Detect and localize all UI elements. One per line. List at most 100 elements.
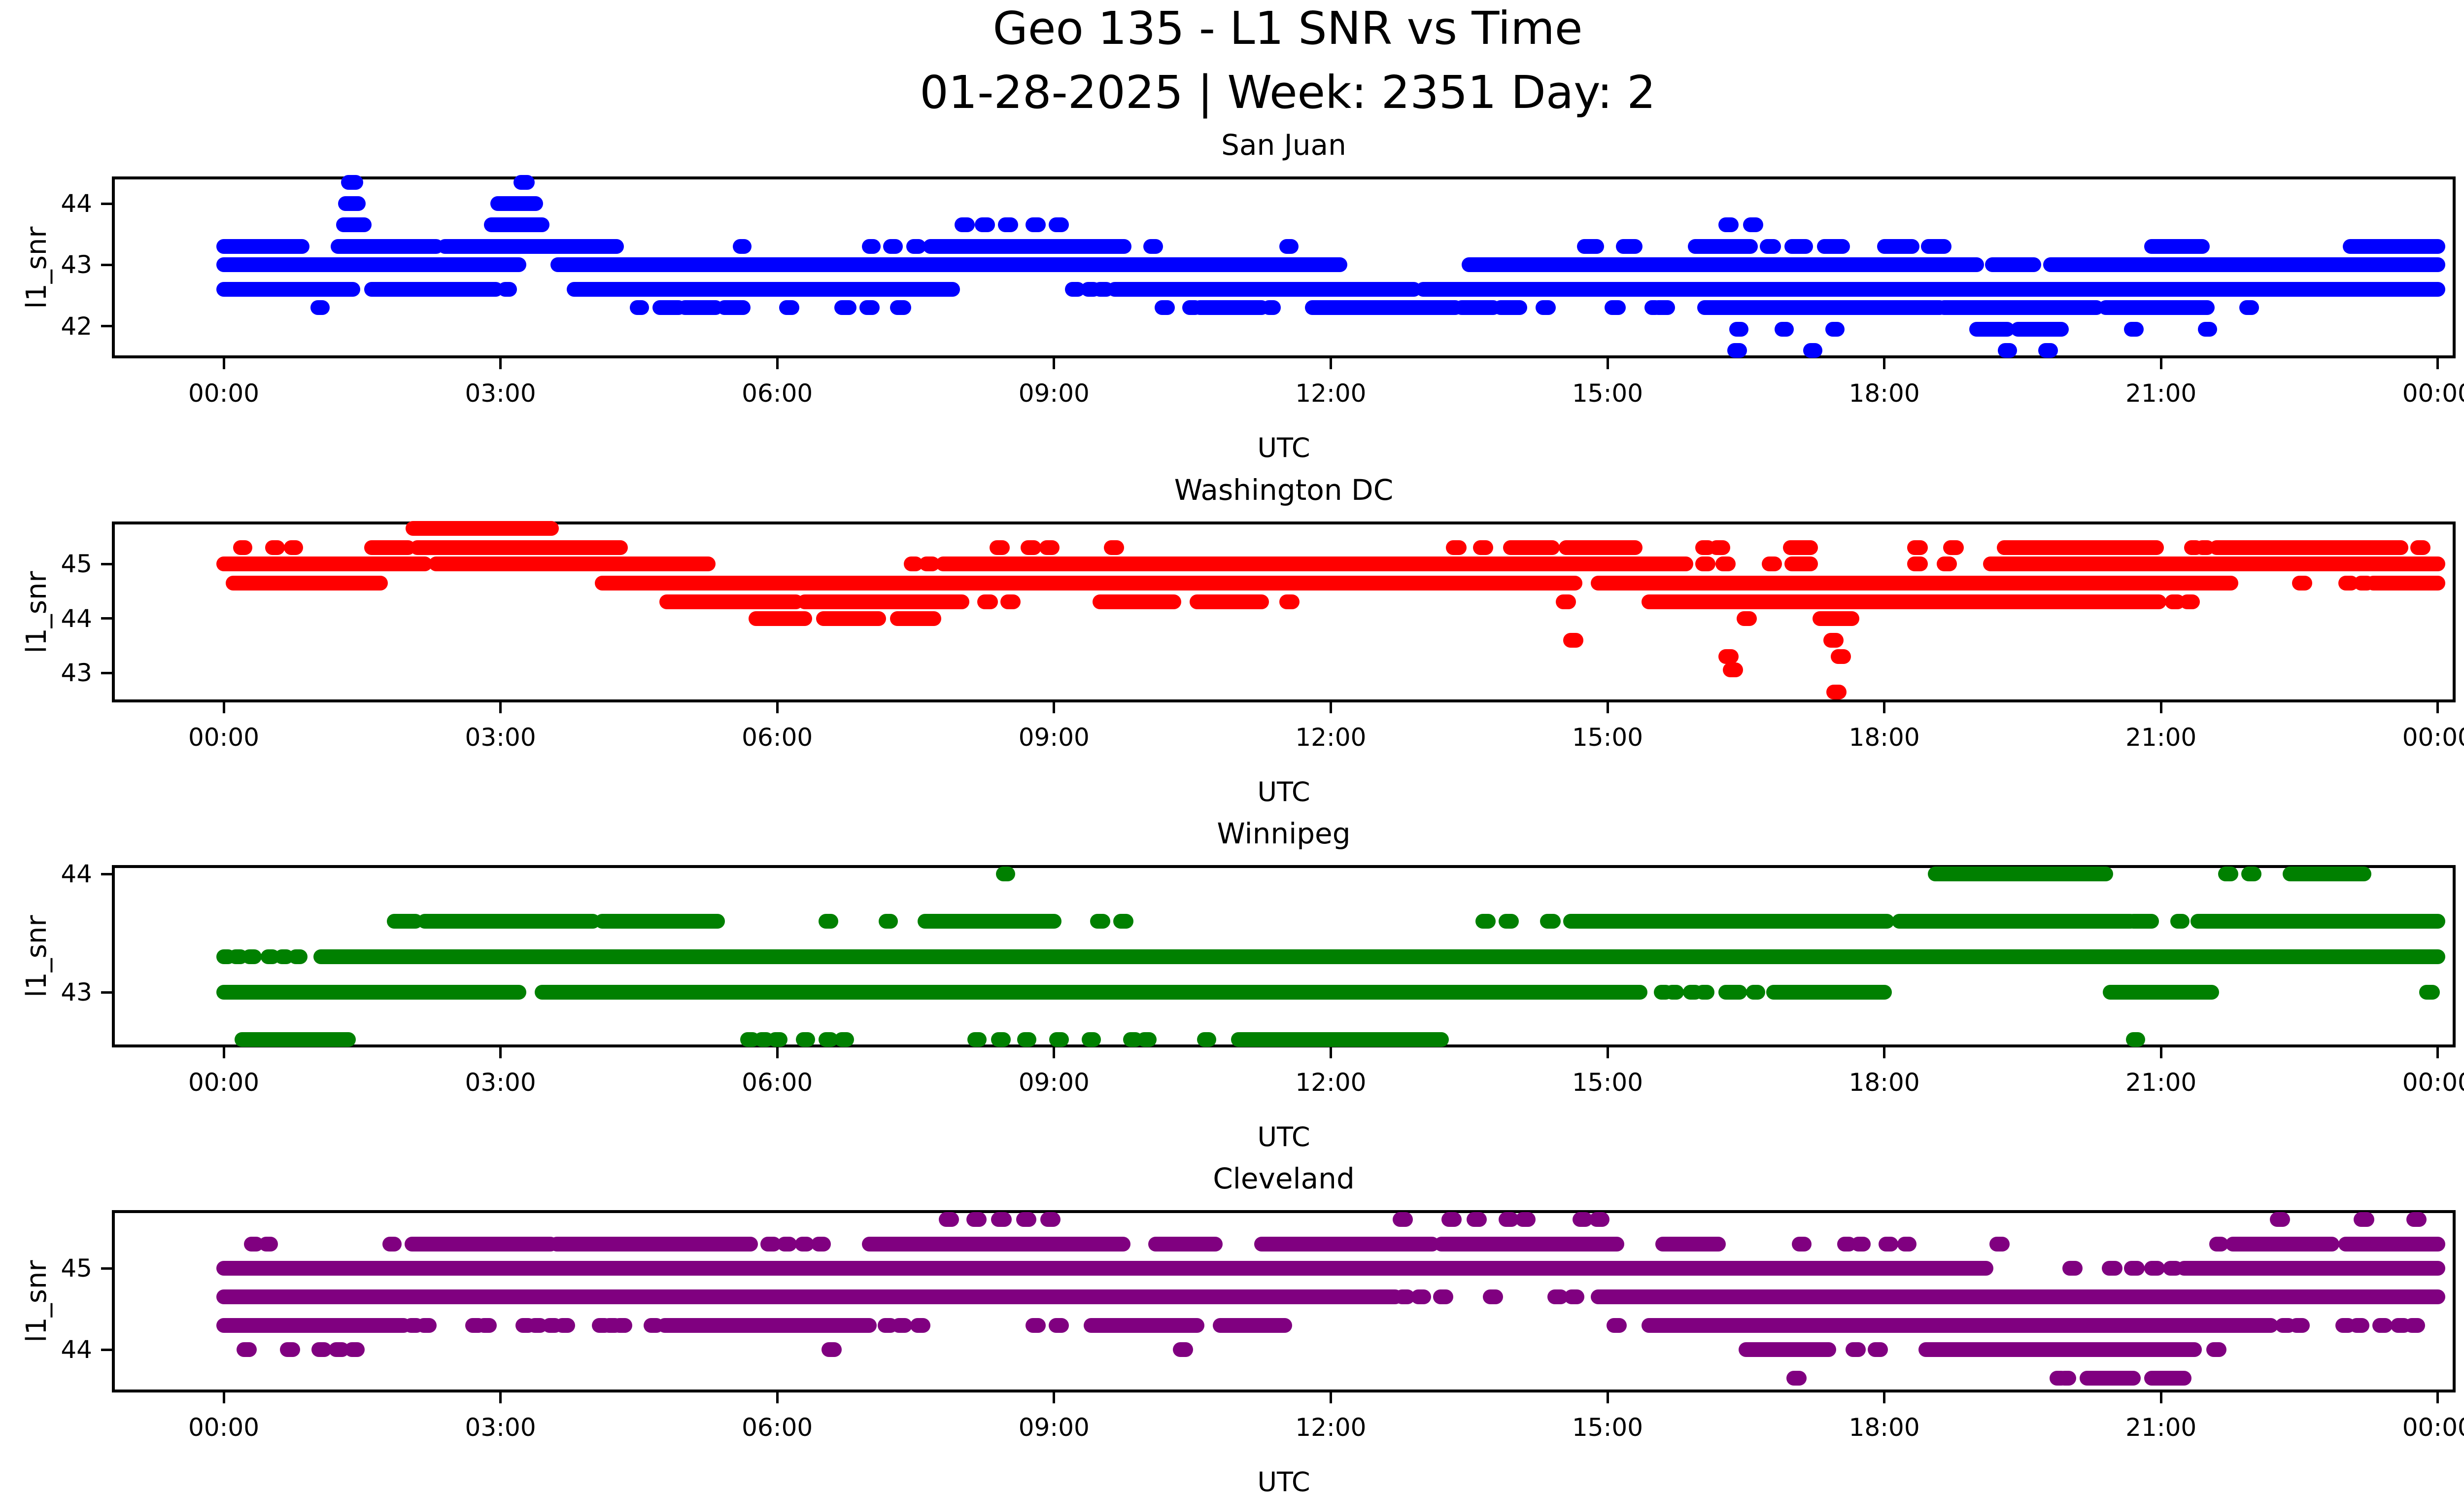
scatter-points-washington-dc [1782,540,1818,555]
x-tick-cleveland [776,1392,779,1403]
y-tick-label-cleveland: 45 [61,1254,92,1283]
scatter-points-san-juan [1743,217,1764,233]
scatter-points-washington-dc [216,556,433,571]
scatter-points-cleveland [1433,1289,1454,1304]
scatter-points-cleveland [2349,1318,2370,1333]
scatter-points-winnipeg [2190,914,2445,929]
scatter-points-cleveland [2080,1370,2141,1386]
scatter-points-cleveland [891,1318,912,1333]
scatter-points-cleveland [344,1342,365,1357]
scatter-points-washington-dc [1722,662,1744,678]
scatter-points-cleveland [1591,1289,2445,1304]
scatter-points-cleveland [1392,1212,1413,1227]
x-tick-label-san-juan: 00:00 [188,379,260,408]
scatter-points-cleveland [2209,1236,2228,1252]
scatter-points-washington-dc [1642,594,2167,610]
scatter-points-winnipeg [534,985,1647,1000]
subplot-title-san-juan: San Juan [1221,128,1346,162]
scatter-points-san-juan [974,217,995,233]
scatter-points-cleveland [280,1342,301,1357]
scatter-points-washington-dc [1737,611,1757,626]
scatter-points-san-juan [216,281,361,297]
x-tick-label-winnipeg: 21:00 [2125,1068,2197,1097]
scatter-points-washington-dc [2209,540,2408,555]
scatter-points-san-juan [1304,300,1463,315]
y-tick-san-juan [101,263,112,266]
scatter-points-cleveland [216,1261,1993,1276]
x-tick-winnipeg [222,1047,225,1058]
scatter-points-winnipeg [242,949,262,964]
x-tick-label-winnipeg: 18:00 [1848,1068,1920,1097]
scatter-points-cleveland [910,1318,930,1333]
x-tick-winnipeg [2436,1047,2439,1058]
scatter-points-washington-dc [1937,556,1957,571]
scatter-points-cleveland [1642,1318,2278,1333]
scatter-points-washington-dc [265,540,285,555]
scatter-points-san-juan [1615,239,1643,254]
scatter-points-san-juan [567,281,960,297]
scatter-points-san-juan [1107,281,1421,297]
scatter-points-washington-dc [1000,594,1021,610]
scatter-points-cleveland [311,1342,332,1357]
scatter-points-winnipeg [313,949,2445,964]
scatter-points-washington-dc [1907,556,1928,571]
scatter-points-san-juan [1997,343,2018,358]
scatter-points-san-juan [779,300,800,315]
scatter-points-cleveland [2206,1342,2227,1357]
scatter-points-washington-dc [1279,594,1300,610]
y-tick-label-san-juan: 42 [61,312,92,341]
scatter-points-washington-dc [1558,540,1643,555]
scatter-points-washington-dc [410,540,628,555]
scatter-points-san-juan [1577,239,1604,254]
scatter-points-san-juan [364,281,504,297]
scatter-points-san-juan [2124,321,2144,337]
scatter-points-winnipeg [235,1032,356,1047]
scatter-points-washington-dc [749,611,813,626]
scatter-points-winnipeg [2241,867,2262,881]
x-tick-san-juan [1053,358,1056,369]
x-tick-washington-dc [499,702,502,713]
scatter-points-winnipeg [1017,1032,1037,1047]
x-axis-label-winnipeg: UTC [1257,1121,1310,1152]
scatter-points-san-juan [2198,321,2218,337]
x-tick-washington-dc [2436,702,2439,713]
scatter-points-washington-dc [1761,556,1782,571]
x-tick-cleveland [1883,1392,1886,1403]
x-tick-label-washington-dc: 09:00 [1018,723,1090,752]
scatter-points-san-juan [629,300,649,315]
x-tick-washington-dc [2159,702,2162,713]
scatter-points-san-juan [1415,281,2445,297]
scatter-points-cleveland [1441,1212,1462,1227]
scatter-points-winnipeg [1563,914,1895,929]
scatter-points-cleveland [2270,1212,2291,1227]
scatter-points-cleveland [2102,1261,2122,1276]
scatter-points-cleveland [777,1236,797,1252]
y-tick-label-winnipeg: 44 [61,860,92,888]
scatter-points-san-juan [336,217,372,233]
scatter-points-washington-dc [1709,540,1730,555]
scatter-points-washington-dc [1943,540,1964,555]
scatter-points-cleveland [1792,1236,1812,1252]
scatter-points-winnipeg [387,914,423,929]
scatter-points-san-juan [1825,321,1845,337]
scatter-points-san-juan [438,239,624,254]
scatter-points-washington-dc [1103,540,1125,555]
x-tick-san-juan [2436,358,2439,369]
x-tick-cleveland [2159,1392,2162,1403]
scatter-points-san-juan [1969,321,2015,337]
y-tick-cleveland [101,1267,112,1270]
scatter-points-cleveland [2372,1318,2393,1333]
scatter-points-washington-dc [1446,540,1467,555]
scatter-points-san-juan [862,239,881,254]
scatter-points-washington-dc [977,594,998,610]
scatter-points-winnipeg [1695,985,1715,1000]
x-tick-label-san-juan: 06:00 [742,379,813,408]
scatter-points-san-juan [1154,300,1175,315]
scatter-points-washington-dc [1556,594,1576,610]
x-tick-winnipeg [1883,1047,1886,1058]
scatter-points-cleveland [938,1212,959,1227]
scatter-points-san-juan [1718,217,1739,233]
scatter-points-cleveland [1212,1318,1292,1333]
scatter-points-washington-dc [1784,556,1818,571]
scatter-points-winnipeg [2218,867,2239,881]
